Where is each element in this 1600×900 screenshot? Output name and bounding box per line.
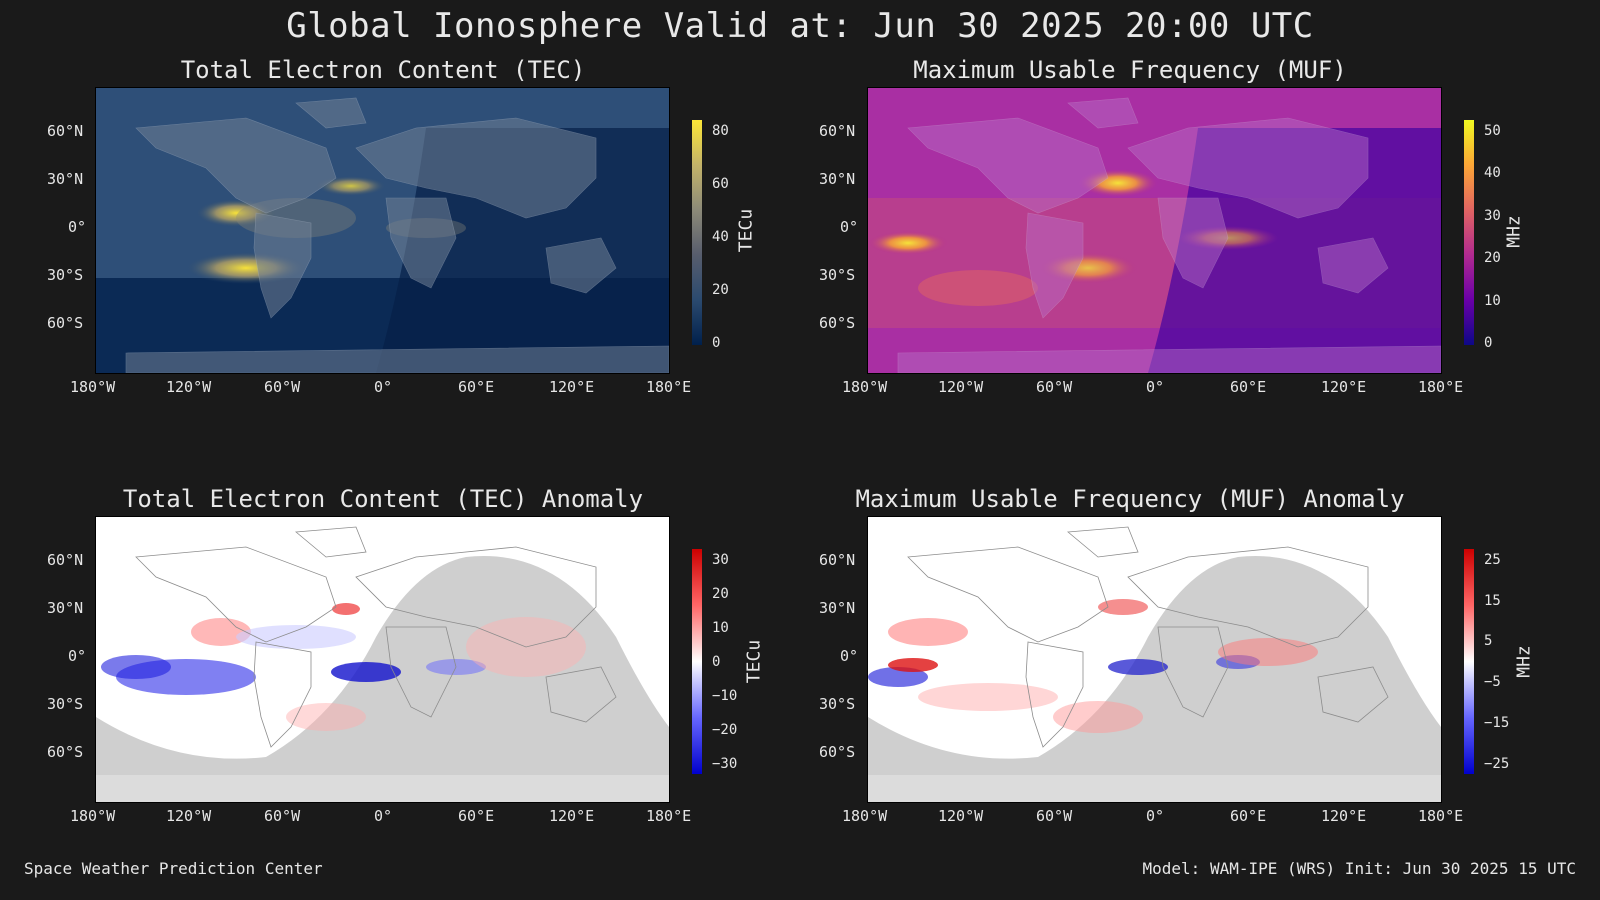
muf-lon-tick: 0° — [1146, 378, 1165, 396]
tec-anomaly-lon-tick: 0° — [374, 807, 393, 825]
tec-lon-tick: 180°E — [646, 378, 692, 396]
tec-map[interactable] — [95, 87, 670, 374]
muf-anomaly-lat-tick-60n: 60°N — [819, 551, 856, 569]
muf-anomaly-lon-tick: 120°E — [1321, 807, 1367, 825]
muf-anomaly-lon-tick: 180°W — [842, 807, 888, 825]
muf-anomaly-lat-tick-30n: 30°N — [819, 599, 856, 617]
tec-panel-title: Total Electron Content (TEC) — [180, 56, 586, 84]
muf-lat-tick-60s: 60°S — [819, 314, 856, 332]
muf-anomaly-colorbar-tick: 25 — [1484, 552, 1501, 568]
tec-anomaly-lat-tick-30s: 30°S — [47, 695, 84, 713]
muf-lon-tick: 180°W — [842, 378, 888, 396]
tec-anomaly-colorbar-tick: 0 — [712, 654, 721, 670]
muf-lat-tick-30s: 30°S — [819, 266, 856, 284]
tec-colorbar-tick: 20 — [712, 282, 729, 298]
muf-anomaly-colorbar-label: MHz — [1513, 645, 1535, 678]
tec-colorbar-tick: 80 — [712, 123, 729, 139]
muf-colorbar-tick: 50 — [1484, 123, 1501, 139]
tec-anomaly-lat-tick-30n: 30°N — [47, 599, 84, 617]
muf-anomaly-colorbar — [1464, 549, 1474, 774]
muf-anomaly-colorbar-tick: 5 — [1484, 633, 1493, 649]
tec-anomaly-lon-tick: 60°W — [264, 807, 301, 825]
page-title: Global Ionosphere Valid at: Jun 30 2025 … — [286, 6, 1314, 46]
tec-lon-tick: 120°W — [166, 378, 212, 396]
tec-anomaly-lat-tick-0: 0° — [68, 647, 87, 665]
muf-colorbar-tick: 40 — [1484, 165, 1501, 181]
tec-lon-tick: 180°W — [70, 378, 116, 396]
footer-source: Space Weather Prediction Center — [24, 859, 323, 878]
muf-anomaly-lat-tick-60s: 60°S — [819, 743, 856, 761]
tec-anomaly-lon-tick: 180°W — [70, 807, 116, 825]
tec-lon-tick: 60°E — [458, 378, 495, 396]
muf-anomaly-colorbar-tick: −15 — [1484, 715, 1510, 731]
muf-lon-tick: 60°E — [1230, 378, 1267, 396]
tec-anomaly-colorbar-label: TECu — [743, 639, 765, 684]
tec-anomaly-lat-tick-60n: 60°N — [47, 551, 84, 569]
tec-anomaly-lon-tick: 60°E — [458, 807, 495, 825]
tec-anomaly-colorbar-tick: −30 — [712, 756, 738, 772]
tec-anomaly-lat-tick-60s: 60°S — [47, 743, 84, 761]
muf-anomaly-lon-tick: 180°E — [1418, 807, 1464, 825]
muf-anomaly-lon-tick: 120°W — [938, 807, 984, 825]
muf-colorbar-tick: 0 — [1484, 335, 1493, 351]
muf-anomaly-colorbar-tick: 15 — [1484, 593, 1501, 609]
tec-lon-tick: 60°W — [264, 378, 301, 396]
tec-lat-tick-30n: 30°N — [47, 170, 84, 188]
tec-anomaly-lon-tick: 120°E — [549, 807, 595, 825]
muf-lon-tick: 120°E — [1321, 378, 1367, 396]
muf-colorbar-tick: 20 — [1484, 250, 1501, 266]
continents — [907, 526, 1389, 748]
tec-lon-tick: 120°E — [549, 378, 595, 396]
muf-lon-tick: 60°W — [1036, 378, 1073, 396]
tec-anomaly-map[interactable] — [95, 516, 670, 803]
tec-anomaly-colorbar-tick: −10 — [712, 688, 738, 704]
muf-lat-tick-60n: 60°N — [819, 122, 856, 140]
muf-panel-title: Maximum Usable Frequency (MUF) — [913, 56, 1347, 84]
tec-colorbar-tick: 60 — [712, 176, 729, 192]
tec-anomaly-colorbar — [692, 549, 702, 774]
continents — [897, 97, 1441, 373]
tec-anomaly-panel-title: Total Electron Content (TEC) Anomaly — [122, 485, 644, 513]
muf-anomaly-map[interactable] — [867, 516, 1442, 803]
muf-anomaly-lon-tick: 0° — [1146, 807, 1165, 825]
muf-anomaly-lon-tick: 60°W — [1036, 807, 1073, 825]
tec-anomaly-colorbar-tick: 30 — [712, 552, 729, 568]
muf-lon-tick: 120°W — [938, 378, 984, 396]
muf-anomaly-panel-title: Maximum Usable Frequency (MUF) Anomaly — [855, 485, 1405, 513]
footer-model-info: Model: WAM-IPE (WRS) Init: Jun 30 2025 1… — [1142, 859, 1576, 878]
tec-anomaly-lon-tick: 180°E — [646, 807, 692, 825]
tec-colorbar-tick: 0 — [712, 335, 721, 351]
muf-map[interactable] — [867, 87, 1442, 374]
muf-colorbar-tick: 10 — [1484, 293, 1501, 309]
muf-anomaly-colorbar-tick: −5 — [1484, 674, 1501, 690]
muf-lon-tick: 180°E — [1418, 378, 1464, 396]
tec-lat-tick-0: 0° — [68, 218, 87, 236]
muf-lat-tick-0: 0° — [840, 218, 859, 236]
tec-lat-tick-60s: 60°S — [47, 314, 84, 332]
tec-lon-tick: 0° — [374, 378, 393, 396]
muf-colorbar-label: MHz — [1503, 215, 1525, 248]
tec-colorbar-label: TECu — [735, 208, 757, 253]
tec-anomaly-colorbar-tick: −20 — [712, 722, 738, 738]
muf-colorbar-tick: 30 — [1484, 208, 1501, 224]
tec-lat-tick-60n: 60°N — [47, 122, 84, 140]
muf-anomaly-lon-tick: 60°E — [1230, 807, 1267, 825]
continents — [135, 526, 617, 748]
tec-anomaly-colorbar-tick: 10 — [712, 620, 729, 636]
tec-colorbar-tick: 40 — [712, 229, 729, 245]
tec-lat-tick-30s: 30°S — [47, 266, 84, 284]
tec-anomaly-colorbar-tick: 20 — [712, 586, 729, 602]
muf-anomaly-colorbar-tick: −25 — [1484, 756, 1510, 772]
tec-anomaly-lon-tick: 120°W — [166, 807, 212, 825]
tec-colorbar — [692, 120, 702, 345]
muf-anomaly-lat-tick-0: 0° — [840, 647, 859, 665]
muf-lat-tick-30n: 30°N — [819, 170, 856, 188]
muf-anomaly-lat-tick-30s: 30°S — [819, 695, 856, 713]
muf-colorbar — [1464, 120, 1474, 345]
continents — [125, 97, 669, 373]
